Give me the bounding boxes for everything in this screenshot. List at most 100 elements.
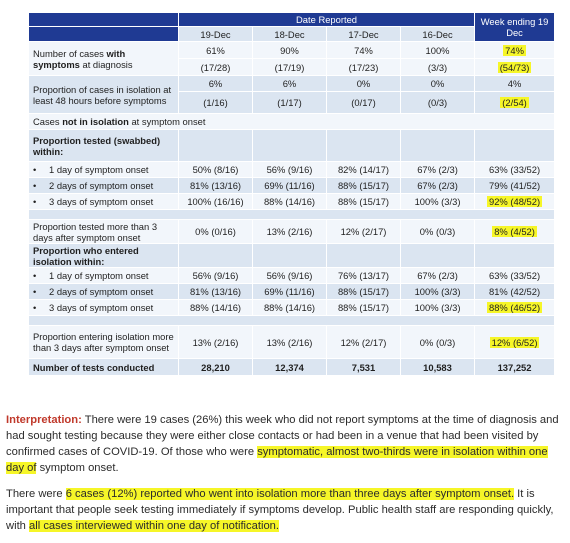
table-cell: 81% (13/16) (178, 177, 253, 194)
highlight: 6 cases (12%) reported who went into iso… (65, 488, 515, 500)
week-cell: 92% (48/52) (474, 193, 556, 210)
empty-cell (326, 243, 401, 268)
col-header-18dec: 18-Dec (252, 26, 327, 42)
week-cell: 137,252 (474, 358, 556, 376)
empty-cell (474, 243, 556, 268)
col-header-17dec: 17-Dec (326, 26, 401, 42)
week-cell: 8% (4/52) (474, 219, 556, 244)
interpretation-label: Interpretation: (6, 414, 82, 426)
table-cell: 88% (14/16) (178, 299, 253, 316)
table-cell: 0% (399, 75, 476, 92)
table-cell: 81% (13/16) (178, 283, 253, 300)
week-cell: 74% (474, 41, 556, 59)
table-cell: 13% (2/16) (178, 325, 253, 359)
text-run: It is important that people seek testing… (6, 488, 554, 532)
highlight: 74% (503, 44, 526, 56)
table-cell: (3/3) (399, 58, 476, 76)
table-cell: 100% (3/3) (399, 299, 476, 316)
table-cell: 82% (14/17) (326, 161, 401, 178)
highlight: 12% (6/52) (489, 336, 540, 348)
text-run: There were (6, 488, 66, 500)
table-cell: 6% (252, 75, 327, 92)
table-cell: 12,374 (252, 358, 327, 376)
week-cell: 81% (42/52) (474, 283, 556, 300)
table-cell: (0/3) (399, 91, 476, 114)
table-cell: 100% (16/16) (178, 193, 253, 210)
empty-cell (252, 243, 327, 268)
highlight: (2/54) (500, 97, 529, 108)
empty-cell (399, 243, 476, 268)
interpretation-paragraph: Interpretation: There were 19 cases (26%… (6, 412, 562, 476)
table-cell: 90% (252, 41, 327, 59)
table-cell: 6% (178, 75, 253, 92)
table-cell: 88% (15/17) (326, 177, 401, 194)
highlight: 8% (4/52) (492, 226, 537, 237)
spacer-row (27, 315, 556, 326)
text-run: There were 19 cases (26%) this week who … (6, 414, 559, 458)
week-cell: (2/54) (474, 91, 556, 114)
table-cell: 88% (14/16) (252, 193, 327, 210)
table-cell: 0% (0/3) (399, 325, 476, 359)
highlight: all cases interviewed within one day of … (29, 520, 280, 532)
table-cell: 74% (326, 41, 401, 59)
covid-isolation-table: Date Reported Week ending 19 Dec 19-Dec … (27, 12, 556, 376)
table-cell: 88% (14/16) (252, 299, 327, 316)
entering-more3-label: Proportion entering isolation more than … (28, 325, 179, 359)
date-reported-header: Date Reported (177, 12, 476, 27)
week-cell: 88% (46/52) (474, 299, 556, 316)
table-cell: 100% (399, 41, 476, 59)
week-cell: 12% (6/52) (474, 325, 556, 359)
table-cell: 12% (2/17) (326, 325, 401, 359)
week-cell: 63% (33/52) (474, 267, 556, 284)
table-cell: 56% (9/16) (178, 267, 253, 284)
table-corner (28, 12, 179, 27)
empty-cell (252, 129, 327, 162)
empty-cell (399, 129, 476, 162)
table-cell: (17/23) (326, 58, 401, 76)
table-cell: 67% (2/3) (399, 161, 476, 178)
col-header-19dec: 19-Dec (178, 26, 253, 42)
table-cell: 61% (178, 41, 253, 59)
spacer-row (27, 209, 556, 220)
week-cell: 63% (33/52) (474, 161, 556, 178)
table-cell: (17/28) (178, 58, 253, 76)
entered-heading: Proportion who entered isolation within: (28, 243, 179, 268)
table-cell: 88% (15/17) (326, 299, 401, 316)
table-cell: 7,531 (326, 358, 401, 376)
table-cell: 88% (15/17) (326, 193, 401, 210)
tested-2day-label: 2 days of symptom onset (28, 177, 179, 194)
table-cell: 50% (8/16) (178, 161, 253, 178)
entered-2day-label: 2 days of symptom onset (28, 283, 179, 300)
empty-cell (178, 243, 253, 268)
table-cell: 0% (326, 75, 401, 92)
tests-conducted-label: Number of tests conducted (28, 358, 179, 376)
entered-1day-label: 1 day of symptom onset (28, 267, 179, 284)
symptoms-row-label: Number of cases with symptoms at diagnosi… (28, 41, 179, 76)
highlight: 88% (46/52) (487, 302, 543, 313)
empty-cell (326, 129, 401, 162)
table-corner-2 (28, 26, 179, 42)
highlight: 92% (48/52) (487, 196, 543, 207)
table-cell: 100% (3/3) (399, 283, 476, 300)
table-cell: 0% (0/3) (399, 219, 476, 244)
table-cell: 13% (2/16) (252, 325, 327, 359)
entered-3day-label: 3 days of symptom onset (28, 299, 179, 316)
text-run: symptom onset. (36, 462, 119, 474)
table-cell: 100% (3/3) (399, 193, 476, 210)
col-header-16dec: 16-Dec (399, 26, 476, 42)
table-cell: 13% (2/16) (252, 219, 327, 244)
table-cell: 28,210 (178, 358, 253, 376)
table-cell: 69% (11/16) (252, 177, 327, 194)
table-cell: 88% (15/17) (326, 283, 401, 300)
table-cell: 10,583 (399, 358, 476, 376)
tested-more3-label: Proportion tested more than 3 days after… (28, 219, 179, 244)
table-cell: (1/17) (252, 91, 327, 114)
summary-paragraph: There were 6 cases (12%) reported who we… (6, 486, 562, 534)
tested-1day-label: 1 day of symptom onset (28, 161, 179, 178)
table-cell: 12% (2/17) (326, 219, 401, 244)
tested-3day-label: 3 days of symptom onset (28, 193, 179, 210)
empty-cell (178, 129, 253, 162)
table-cell: (17/19) (252, 58, 327, 76)
week-cell: (54/73) (474, 58, 556, 76)
table-cell: 56% (9/16) (252, 161, 327, 178)
